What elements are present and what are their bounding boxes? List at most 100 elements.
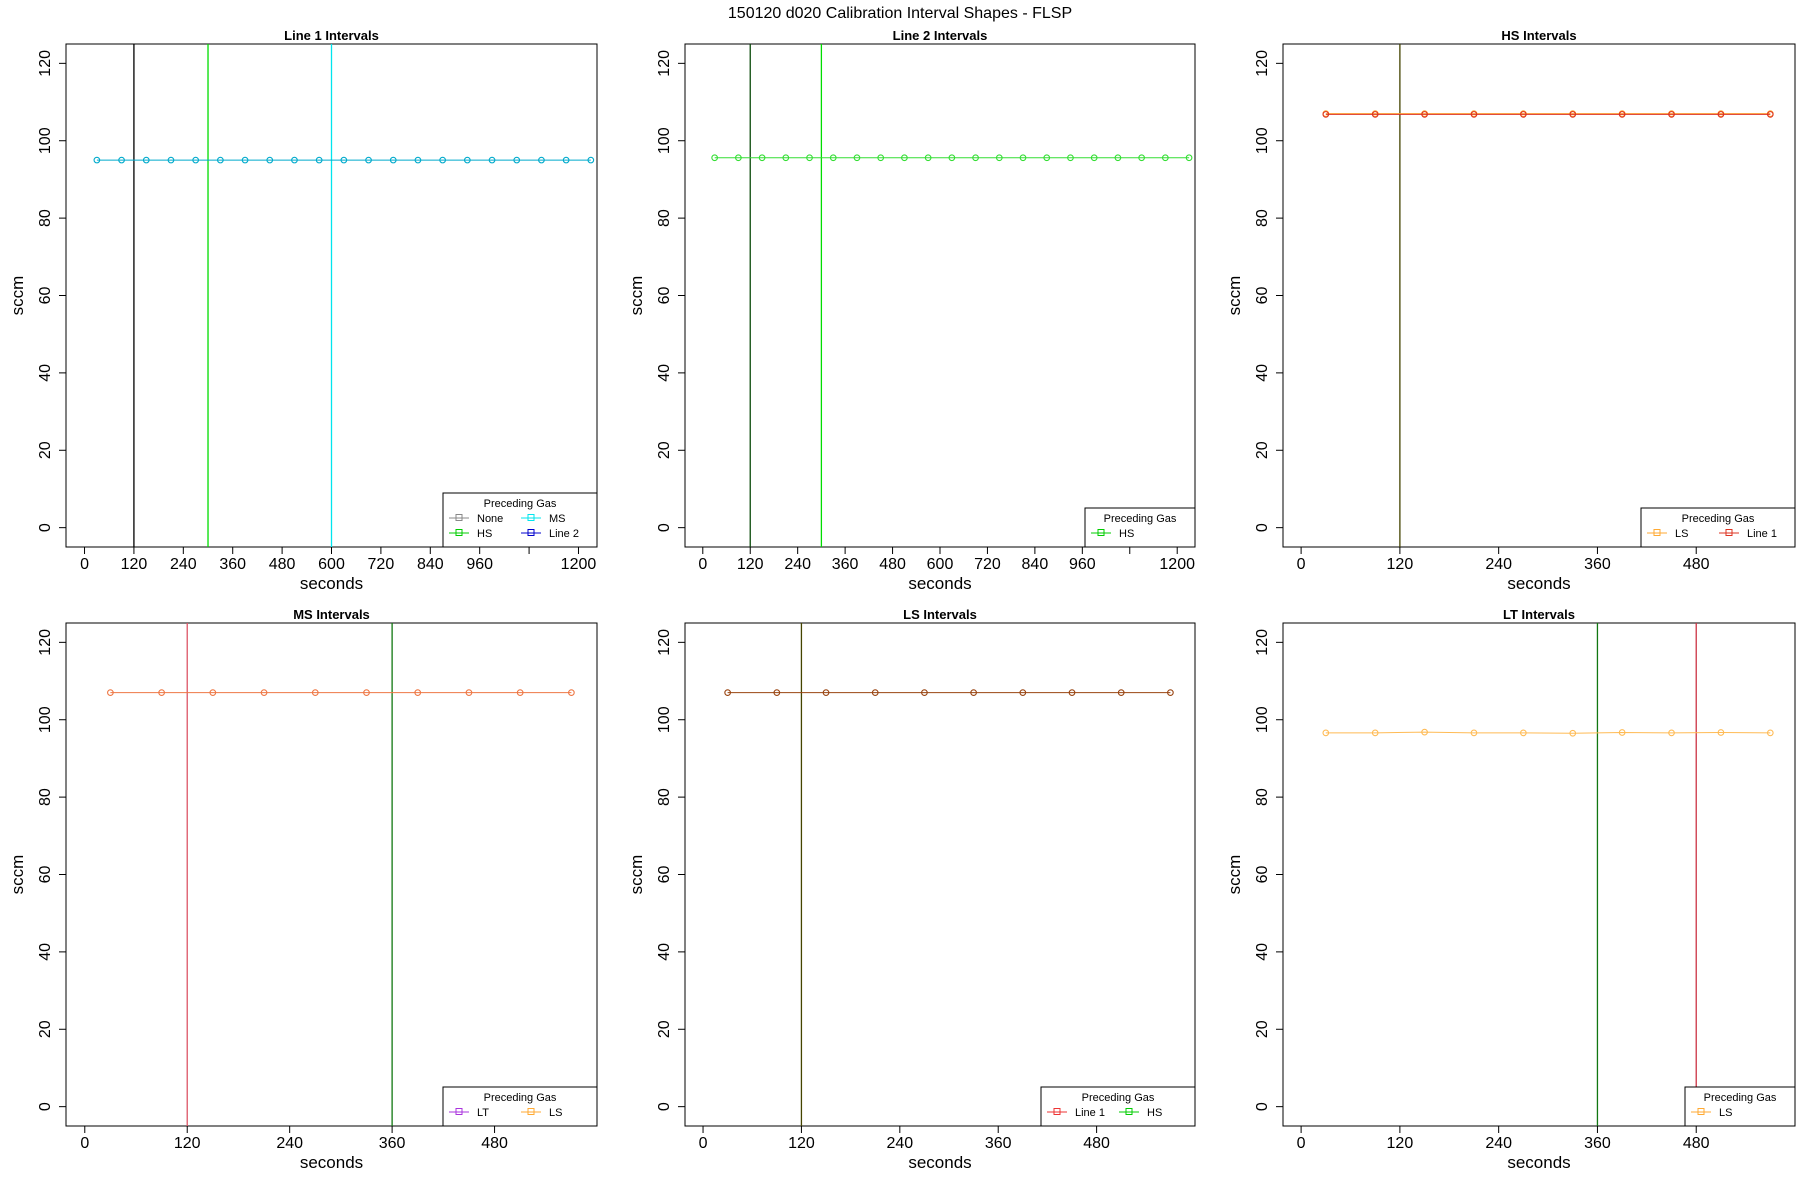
data-point [1668,111,1675,118]
y-tick-label: 100 [37,706,54,733]
data-point [948,154,956,162]
y-tick-label: 40 [656,364,673,382]
data-point [192,156,200,164]
data-point [1185,154,1193,162]
legend-marker [1053,1108,1061,1115]
y-tick-label: 100 [37,127,54,154]
data-point [806,154,813,162]
y-tick-label: 100 [1254,127,1271,154]
legend: Preceding Gas Line 1 HS [1040,1086,1196,1127]
y-tick-label: 0 [1254,523,1271,532]
legend-marker [527,514,535,521]
chart-title: LT Intervals [1503,607,1575,622]
data-point [93,156,101,164]
legend-marker [1653,529,1661,536]
data-point [311,689,319,696]
x-tick-label: 240 [170,556,197,573]
x-tick-label: 0 [80,1135,89,1152]
plot-frame [684,43,1196,548]
y-tick-label: 120 [656,50,673,77]
x-tick-label: 360 [1584,1135,1611,1152]
y-tick-label: 120 [37,50,54,77]
data-point [921,689,928,696]
y-axis-label: sccm [8,276,27,316]
legend: Preceding Gas None MS HS Line 2 [442,492,598,548]
data-point [1019,689,1027,696]
legend-label: MS [549,513,566,525]
y-tick-label: 40 [1254,943,1271,961]
data-point [829,154,837,162]
data-point [568,689,575,696]
data-point [711,154,719,162]
plot-frame [65,622,598,1127]
legend-title: Preceding Gas [1104,513,1177,525]
data-point [363,689,370,696]
legend: Preceding Gas HS [1084,507,1196,548]
data-point [735,154,742,162]
y-tick-label: 0 [37,523,54,532]
x-tick-label: 960 [1069,556,1096,573]
legend-marker [1097,529,1105,536]
legend-box [1040,1086,1196,1127]
data-point [758,154,766,162]
plot-frame [684,622,1196,1127]
data-point [1371,111,1379,118]
data-point [1138,154,1145,162]
legend-title: Preceding Gas [484,498,557,510]
x-tick-label: 360 [379,1135,406,1152]
legend-label: HS [1119,528,1134,540]
data-point [1322,111,1330,118]
data-point [107,689,114,696]
y-tick-label: 60 [37,287,54,305]
data-point [1520,729,1527,737]
data-point [1717,111,1725,118]
legend-title: Preceding Gas [1082,1092,1155,1104]
plot-frame [1282,622,1796,1127]
y-tick-label: 20 [37,1020,54,1038]
legend: Preceding Gas LS Line 1 [1640,507,1796,548]
data-point [158,689,165,696]
y-tick-label: 100 [656,127,673,154]
data-point [724,689,731,696]
y-tick-label: 40 [37,364,54,382]
y-tick-label: 20 [656,1020,673,1038]
data-point [901,154,908,162]
data-point [118,156,125,164]
data-point [995,154,1003,162]
x-tick-label: 0 [1297,556,1306,573]
y-tick-label: 60 [1254,287,1271,305]
data-point [562,156,570,164]
data-point [1421,111,1428,118]
data-point [1371,729,1379,737]
data-point [365,156,372,164]
series-line [1325,731,1771,734]
legend-box [442,492,598,548]
data-point [315,156,323,164]
x-tick-label: 840 [417,556,444,573]
data-point [1766,111,1774,118]
chart-panel-4: MS Intervals 0 120 240 360 480 seconds 0 20 40 60 8… [8,607,598,1172]
y-tick-label: 120 [37,629,54,656]
x-tick-label: 0 [80,556,89,573]
y-tick-label: 0 [656,523,673,532]
chart-panel-3: HS Intervals 0 120 240 360 480 seconds 0 20 40 60 8… [1225,28,1796,593]
x-tick-label: 600 [927,556,954,573]
data-point [439,156,446,164]
y-tick-label: 120 [1254,50,1271,77]
x-axis-label: seconds [1507,574,1570,593]
data-point [465,689,473,696]
x-tick-label: 840 [1022,556,1049,573]
data-point [1668,729,1675,737]
data-point [142,156,150,164]
data-point [1717,729,1725,736]
data-point [167,156,175,164]
data-point [516,689,524,696]
y-tick-label: 60 [37,866,54,884]
x-tick-label: 120 [1387,556,1414,573]
data-point [871,689,879,696]
y-tick-label: 40 [656,943,673,961]
x-tick-label: 480 [1683,1135,1710,1152]
data-point [822,689,830,696]
y-axis-label: sccm [627,855,646,895]
x-tick-label: 600 [318,556,345,573]
